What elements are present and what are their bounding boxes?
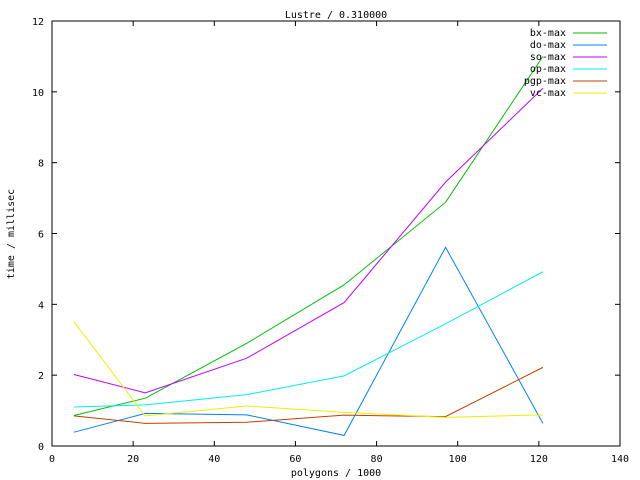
x-tick-label: 140 — [611, 454, 629, 465]
series-line-so-max — [73, 87, 544, 394]
legend-label: bx-max — [530, 28, 566, 39]
y-tick-label: 12 — [32, 17, 44, 28]
y-tick-label: 10 — [32, 88, 44, 99]
legend-label: pgp-max — [524, 76, 566, 87]
x-tick-label: 120 — [530, 454, 548, 465]
series-line-bx-max — [73, 56, 544, 417]
x-tick-label: 20 — [127, 454, 139, 465]
x-axis-label: polygons / 1000 — [291, 468, 381, 479]
legend-label: so-max — [530, 52, 566, 63]
x-tick-label: 60 — [289, 454, 301, 465]
y-tick-label: 8 — [38, 159, 44, 170]
x-tick-label: 40 — [208, 454, 220, 465]
legend-label: do-max — [530, 40, 566, 51]
chart-title: Lustre / 0.310000 — [285, 10, 387, 21]
y-tick-label: 2 — [38, 371, 44, 382]
y-tick-label: 4 — [38, 300, 44, 311]
series-line-pgp-max — [73, 366, 544, 424]
y-axis-label: time / millisec — [6, 189, 17, 279]
y-tick-label: 0 — [38, 442, 44, 453]
x-tick-label: 100 — [449, 454, 467, 465]
x-tick-label: 0 — [49, 454, 55, 465]
series-line-vc-max — [73, 321, 543, 418]
series-line-op-max — [73, 271, 544, 408]
legend-label: vc-max — [530, 88, 566, 99]
legend-label: op-max — [530, 64, 566, 75]
y-tick-label: 6 — [38, 230, 44, 241]
series-line-do-max — [73, 246, 544, 436]
x-tick-label: 80 — [371, 454, 383, 465]
